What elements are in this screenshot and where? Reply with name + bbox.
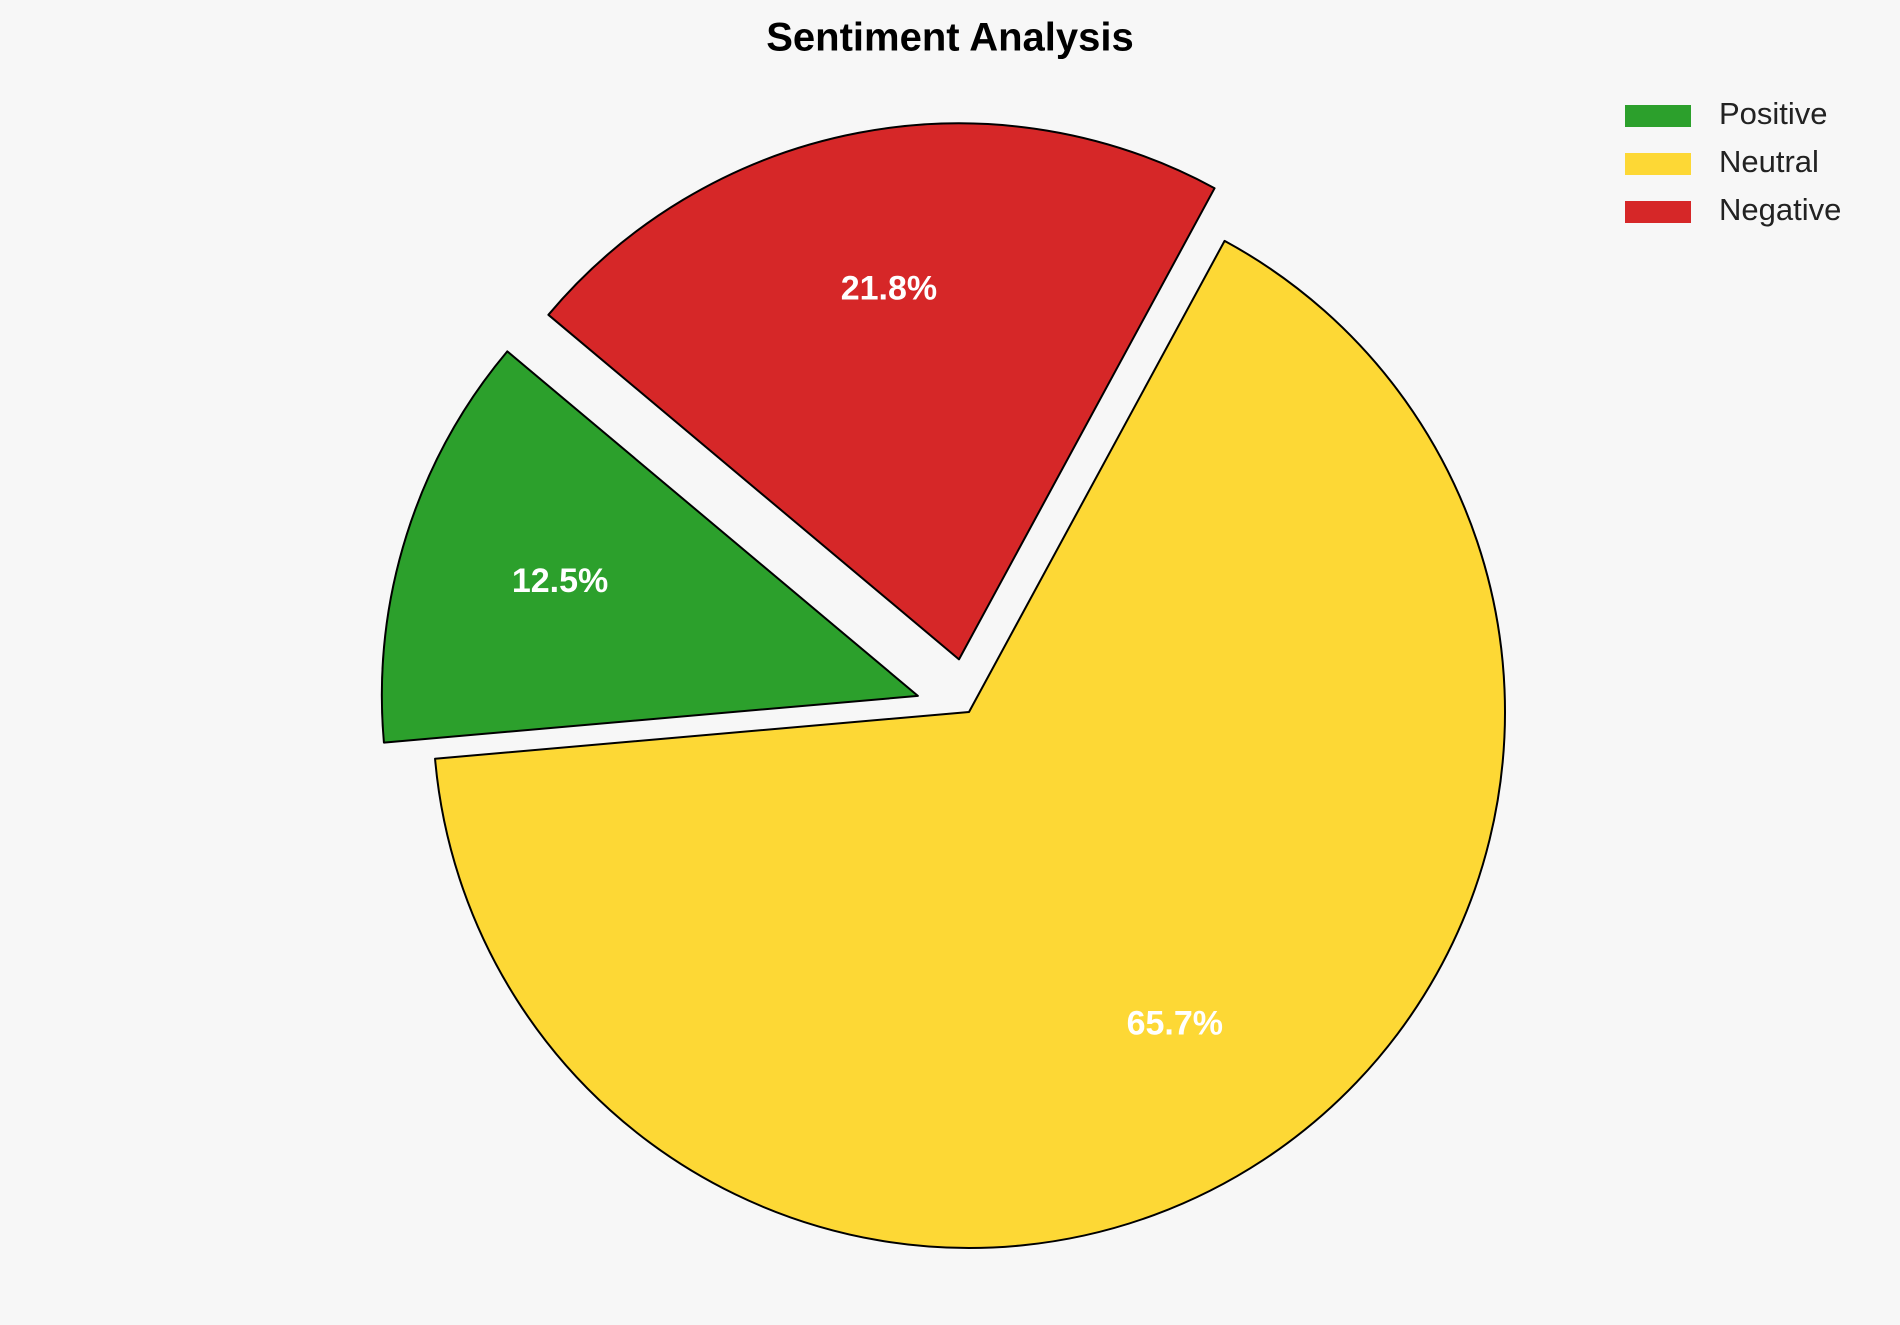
legend-swatch	[1625, 105, 1691, 127]
legend-label: Positive	[1719, 96, 1828, 131]
slice-label: 65.7%	[1127, 1005, 1223, 1043]
pie-slice	[380, 350, 919, 744]
legend-swatch	[1625, 201, 1691, 223]
slice-label: 12.5%	[512, 562, 608, 600]
legend-swatch	[1625, 153, 1691, 175]
pie-slice	[547, 122, 1216, 661]
chart-title: Sentiment Analysis	[766, 16, 1134, 60]
legend-label: Neutral	[1719, 144, 1819, 179]
slice-label: 21.8%	[841, 270, 937, 308]
legend-label: Negative	[1719, 192, 1841, 227]
pie-slice	[434, 239, 1506, 1249]
